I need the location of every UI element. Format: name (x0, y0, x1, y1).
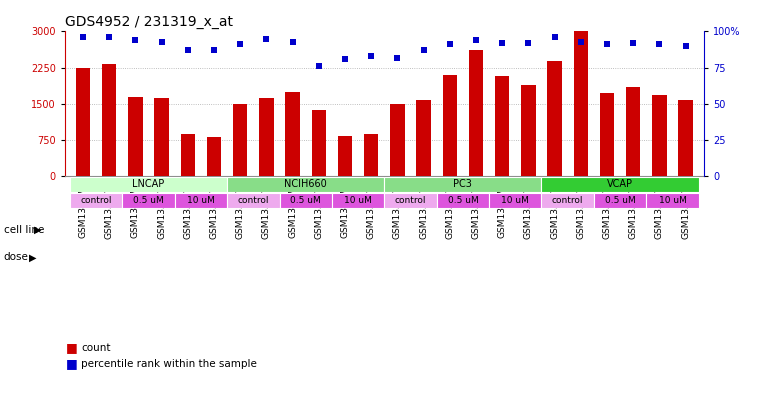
Bar (227, 193, 279, 208)
Text: ▶: ▶ (29, 252, 37, 263)
Bar (364, 134, 378, 176)
Bar (338, 136, 352, 176)
Text: LNCAP: LNCAP (132, 179, 164, 189)
Bar (384, 193, 437, 208)
Bar (594, 193, 646, 208)
Text: 0.5 uM: 0.5 uM (291, 196, 321, 205)
Bar (175, 193, 227, 208)
Bar (574, 31, 588, 176)
Bar (390, 104, 405, 176)
Text: 10 uM: 10 uM (187, 196, 215, 205)
Bar (70, 177, 227, 192)
Bar (332, 193, 384, 208)
Text: cell line: cell line (4, 225, 44, 235)
Text: ■: ■ (66, 357, 78, 370)
Bar (437, 193, 489, 208)
Bar (233, 105, 247, 176)
Bar (646, 193, 699, 208)
Bar (285, 92, 300, 176)
Bar (279, 193, 332, 208)
Bar (652, 95, 667, 176)
Bar (76, 68, 91, 176)
Bar (416, 100, 431, 176)
Text: 0.5 uM: 0.5 uM (605, 196, 635, 205)
Bar (227, 177, 384, 192)
Bar (489, 193, 542, 208)
Bar (207, 137, 221, 176)
Bar (102, 64, 116, 176)
Text: 10 uM: 10 uM (501, 196, 529, 205)
Bar (260, 98, 274, 176)
Bar (128, 97, 142, 176)
Bar (626, 87, 641, 176)
Text: ■: ■ (66, 341, 78, 354)
Bar (542, 177, 699, 192)
Bar (521, 84, 536, 176)
Bar (542, 193, 594, 208)
Text: control: control (81, 196, 112, 205)
Bar (123, 193, 175, 208)
Bar (384, 177, 542, 192)
Text: dose: dose (4, 252, 29, 263)
Bar (600, 93, 614, 176)
Text: NCIH660: NCIH660 (285, 179, 327, 189)
Text: ▶: ▶ (33, 225, 41, 235)
Bar (469, 50, 483, 176)
Bar (180, 134, 195, 176)
Text: percentile rank within the sample: percentile rank within the sample (81, 358, 257, 369)
Text: 0.5 uM: 0.5 uM (447, 196, 478, 205)
Bar (547, 61, 562, 176)
Text: VCAP: VCAP (607, 179, 633, 189)
Bar (154, 98, 169, 176)
Bar (311, 110, 326, 176)
Bar (678, 100, 693, 176)
Text: control: control (237, 196, 269, 205)
Text: control: control (395, 196, 426, 205)
Bar (443, 75, 457, 176)
Bar (70, 193, 123, 208)
Text: 10 uM: 10 uM (344, 196, 372, 205)
Text: count: count (81, 343, 111, 353)
Text: GDS4952 / 231319_x_at: GDS4952 / 231319_x_at (65, 15, 233, 29)
Text: PC3: PC3 (454, 179, 473, 189)
Text: 10 uM: 10 uM (658, 196, 686, 205)
Text: 0.5 uM: 0.5 uM (133, 196, 164, 205)
Text: control: control (552, 196, 584, 205)
Bar (495, 76, 509, 176)
